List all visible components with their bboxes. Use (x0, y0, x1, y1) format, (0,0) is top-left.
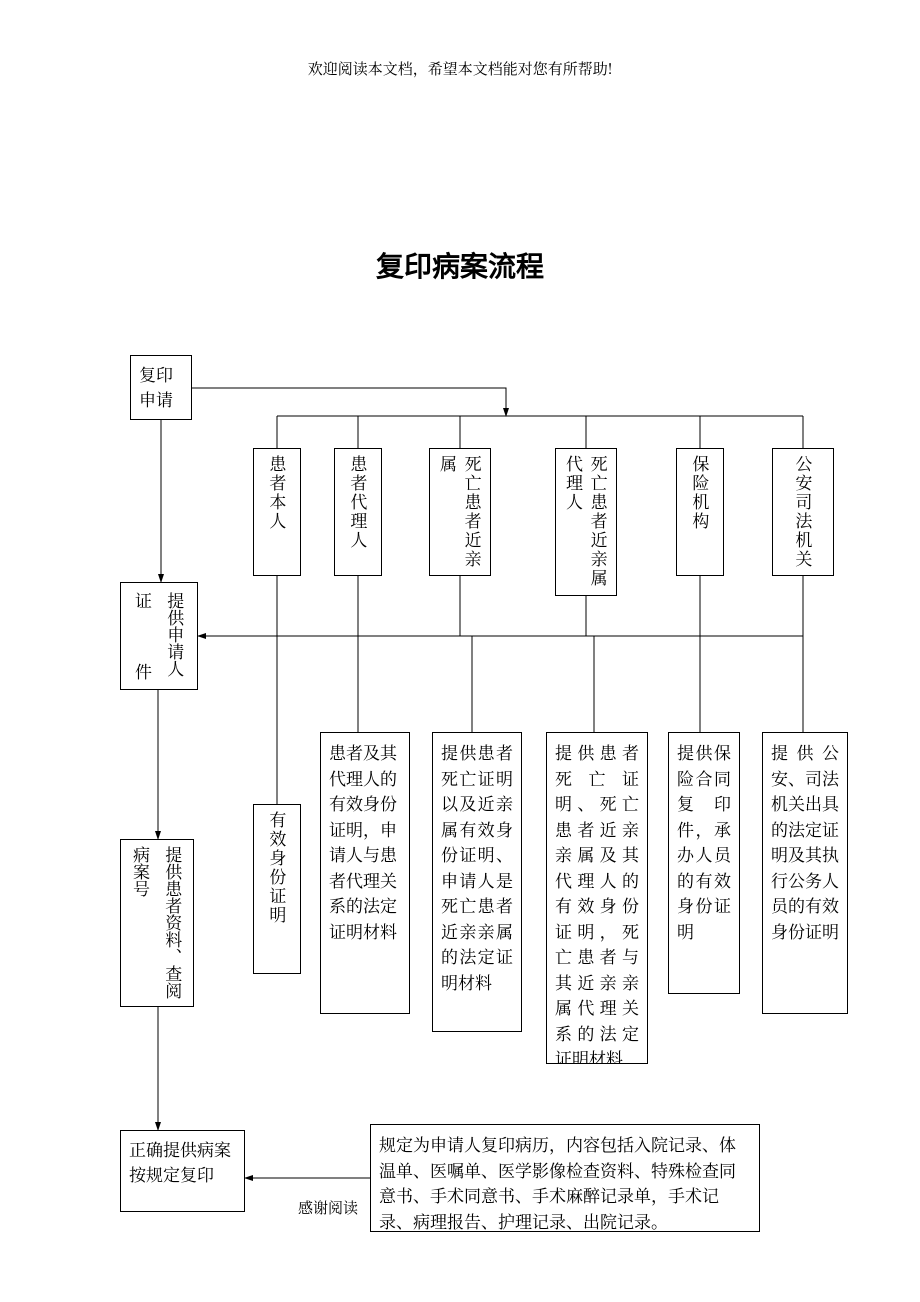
footer-note: 感谢阅读 (298, 1197, 358, 1218)
box-req6: 提供公安、司法机关出具的法定证明及其执行公务人员的有效身份证明 (762, 732, 848, 1014)
box-cat1-text: 患者本人 (262, 455, 292, 569)
box-left-step4-text: 正确提供病案按规定复印 (129, 1136, 231, 1186)
box-req2: 患者及其代理人的有效身份证明，申请人与患者代理关系的法定证明材料 (320, 732, 410, 1014)
box-req5: 提供保险合同复印件，承办人员的有效身份证明 (668, 732, 740, 994)
box-apply-text: 复印申请 (139, 361, 173, 411)
box-req2-text: 患者及其代理人的有效身份证明，申请人与患者代理关系的法定证明材料 (329, 739, 397, 943)
box-cat3: 死亡患者近亲属 (429, 448, 491, 576)
box-cat2: 患者代理人 (334, 448, 382, 576)
box-left-step4: 正确提供病案按规定复印 (120, 1130, 245, 1212)
box-apply: 复印申请 (130, 355, 192, 420)
box-cat6-text: 公安司法机关 (781, 455, 825, 569)
box-req1: 有效身份证明 (253, 804, 301, 974)
box-cat3-text: 死亡患者近亲属 (438, 455, 482, 569)
box-cat5-text: 保险机构 (685, 455, 715, 569)
box-req4: 提供患者死亡证明、死亡患者近亲亲属及其代理人的有效身份证明，死亡患者与其近亲亲属… (546, 732, 648, 1064)
box-req1-text: 有效身份证明 (262, 811, 292, 967)
box-cat4-text: 死亡患者近亲属代理人 (564, 455, 608, 589)
page-title: 复印病案流程 (0, 245, 920, 285)
box-cat2-text: 患者代理人 (343, 455, 373, 569)
box-req3-text: 提供患者死亡证明以及近亲属有效身份证明、申请人是死亡患者近亲亲属的法定证明材料 (441, 739, 513, 994)
box-left-step3: 提供患者资料、查阅病案号 (120, 839, 194, 1007)
box-cat4: 死亡患者近亲属代理人 (555, 448, 617, 596)
box-req6-text: 提供公安、司法机关出具的法定证明及其执行公务人员的有效身份证明 (771, 739, 839, 943)
box-final-desc: 规定为申请人复印病历，内容包括入院记录、体温单、医嘱单、医学影像检查资料、特殊检… (370, 1124, 760, 1232)
box-left-step2: 提供申请人证件 (120, 582, 198, 690)
header-note: 欢迎阅读本文档，希望本文档能对您有所帮助! (0, 58, 920, 79)
box-req3: 提供患者死亡证明以及近亲属有效身份证明、申请人是死亡患者近亲亲属的法定证明材料 (432, 732, 522, 1032)
box-left-step3-text: 提供患者资料、查阅病案号 (129, 846, 185, 1000)
box-cat5: 保险机构 (676, 448, 724, 576)
box-req4-text: 提供患者死亡证明、死亡患者近亲亲属及其代理人的有效身份证明，死亡患者与其近亲亲属… (555, 739, 639, 1064)
box-final-desc-text: 规定为申请人复印病历，内容包括入院记录、体温单、医嘱单、医学影像检查资料、特殊检… (379, 1131, 736, 1232)
box-left-step2-text: 提供申请人证件 (129, 589, 189, 683)
box-cat1: 患者本人 (253, 448, 301, 576)
box-cat6: 公安司法机关 (772, 448, 834, 576)
box-req5-text: 提供保险合同复印件，承办人员的有效身份证明 (677, 739, 731, 943)
